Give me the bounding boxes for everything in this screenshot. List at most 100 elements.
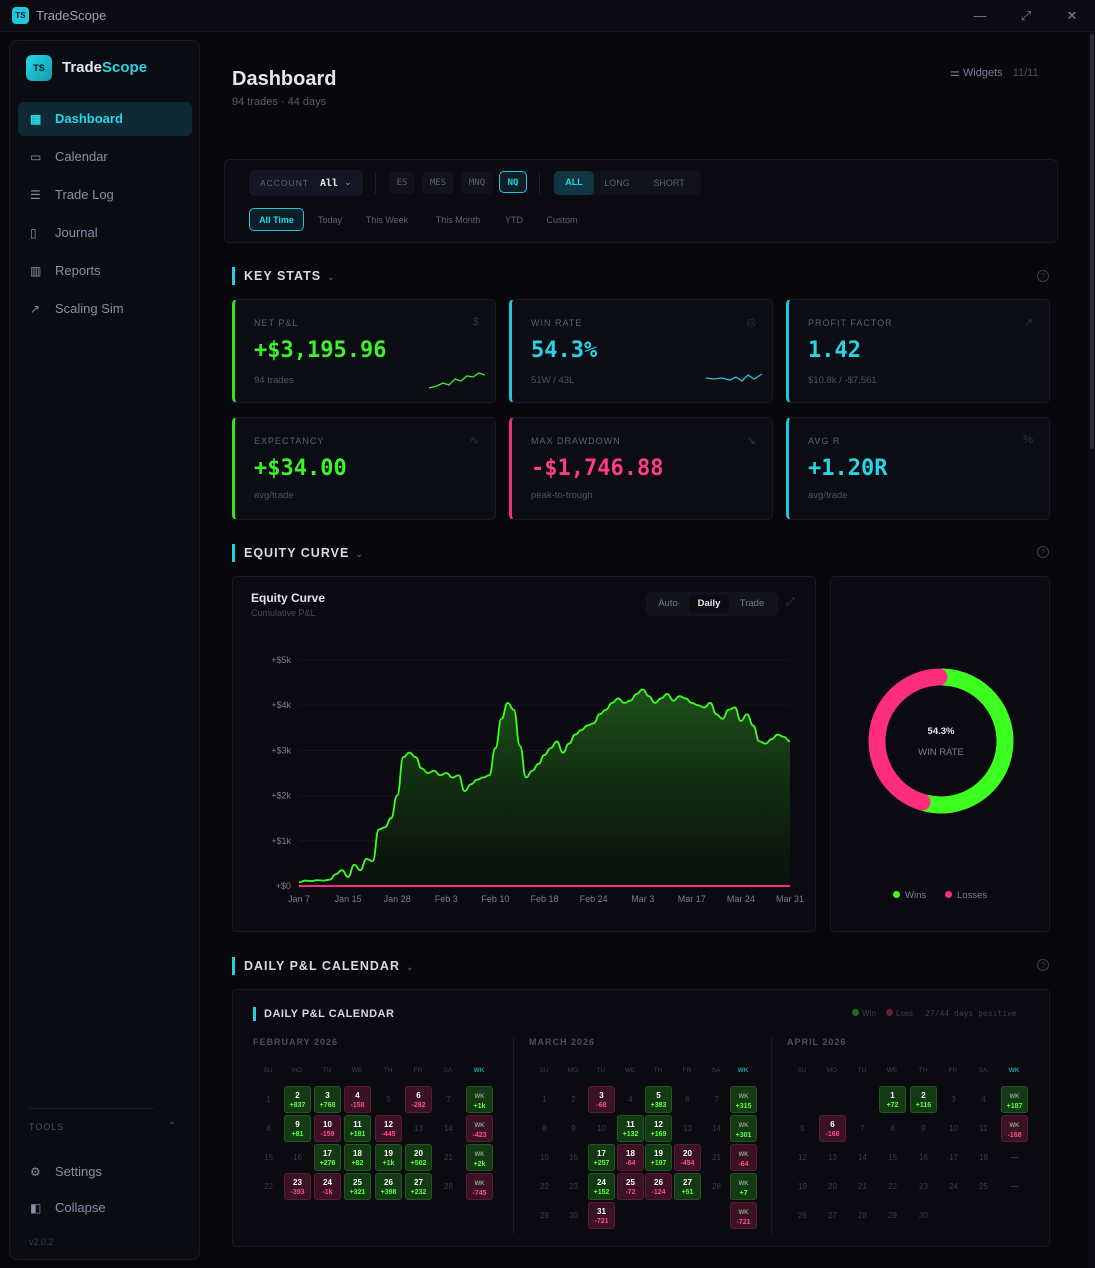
calendar-day[interactable]: 16 xyxy=(293,1153,302,1162)
calendar-day[interactable]: 10 xyxy=(949,1124,958,1133)
calendar-day[interactable]: 7 xyxy=(714,1095,719,1104)
calendar-day[interactable]: 6 xyxy=(685,1095,690,1104)
calendar-day[interactable]: 25 xyxy=(979,1182,988,1191)
calendar-day[interactable]: 14 xyxy=(712,1124,721,1133)
calendar-day[interactable]: 24 +152 xyxy=(588,1173,615,1200)
calendar-day[interactable]: 17 +257 xyxy=(588,1144,615,1171)
calendar-day[interactable]: 13 xyxy=(683,1124,692,1133)
calendar-day[interactable]: 26 +398 xyxy=(375,1173,402,1200)
calendar-day[interactable]: 10 xyxy=(597,1124,606,1133)
calendar-day[interactable]: 1 xyxy=(266,1095,271,1104)
calendar-day[interactable]: 30 xyxy=(919,1211,928,1220)
calendar-day[interactable]: 28 xyxy=(444,1182,453,1191)
calendar-day[interactable]: 4 xyxy=(981,1095,986,1104)
calendar-day[interactable]: 17 xyxy=(949,1153,958,1162)
calendar-day[interactable]: 31 -721 xyxy=(588,1202,615,1229)
calendar-day[interactable]: 12 +169 xyxy=(645,1115,672,1142)
calendar-day[interactable]: 28 xyxy=(858,1211,867,1220)
calendar-day[interactable]: 8 xyxy=(890,1124,895,1133)
calendar-day[interactable]: 30 xyxy=(569,1211,578,1220)
calendar-day[interactable]: 9 xyxy=(921,1124,926,1133)
calendar-day[interactable]: 3 xyxy=(951,1095,956,1104)
calendar-day[interactable]: 11 +181 xyxy=(344,1115,371,1142)
calendar-day[interactable]: 22 xyxy=(540,1182,549,1191)
range-ytd[interactable]: YTD xyxy=(505,215,523,225)
equity-curve-heading[interactable]: EQUITY CURVE ⌄ xyxy=(232,544,364,562)
calendar-day[interactable]: 1 xyxy=(542,1095,547,1104)
scrollbar-track[interactable] xyxy=(1088,32,1095,1268)
calendar-day[interactable]: 13 xyxy=(828,1153,837,1162)
widgets-button[interactable]: ⚌ Widgets 11/11 xyxy=(950,67,1039,79)
calendar-day[interactable]: 21 xyxy=(712,1153,721,1162)
calendar-day[interactable]: 14 xyxy=(858,1153,867,1162)
collapse-button[interactable]: ◧ Collapse xyxy=(30,1200,106,1215)
help-icon[interactable]: ? xyxy=(1037,546,1049,558)
calendar-day[interactable]: 19 +1k xyxy=(375,1144,402,1171)
calendar-day[interactable]: 27 +232 xyxy=(405,1173,432,1200)
calendar-day[interactable]: 26 xyxy=(798,1211,807,1220)
calendar-day[interactable]: 15 xyxy=(264,1153,273,1162)
range-today[interactable]: Today xyxy=(317,215,343,225)
range-this-week[interactable]: This Week xyxy=(365,215,409,225)
settings-button[interactable]: ⚙ Settings xyxy=(30,1164,102,1179)
calendar-day[interactable]: 20 -454 xyxy=(674,1144,701,1171)
calendar-day[interactable]: 11 xyxy=(979,1124,988,1133)
calendar-day[interactable]: 8 xyxy=(266,1124,271,1133)
calendar-day[interactable]: 15 xyxy=(888,1153,897,1162)
calendar-day[interactable]: 12 -445 xyxy=(375,1115,402,1142)
calendar-day[interactable]: 12 xyxy=(798,1153,807,1162)
calendar-day[interactable]: 16 xyxy=(569,1153,578,1162)
calendar-day[interactable]: 2 xyxy=(571,1095,576,1104)
expand-icon[interactable]: ⤢ xyxy=(786,596,795,608)
mode-trade[interactable]: Trade xyxy=(739,598,765,609)
mode-daily[interactable]: Daily xyxy=(689,595,729,613)
calendar-day[interactable]: 11 +132 xyxy=(617,1115,644,1142)
calendar-day[interactable]: 19 +197 xyxy=(645,1144,672,1171)
account-select[interactable]: ACCOUNT All ⌄ xyxy=(249,170,363,196)
calendar-day[interactable]: 22 xyxy=(888,1182,897,1191)
sidebar-item-dashboard[interactable]: ▦ Dashboard xyxy=(18,102,192,136)
key-stats-heading[interactable]: KEY STATS ⌄ xyxy=(232,267,336,285)
calendar-day[interactable]: 25 +321 xyxy=(344,1173,371,1200)
calendar-day[interactable]: 29 xyxy=(540,1211,549,1220)
calendar-day[interactable]: 7 xyxy=(860,1124,865,1133)
calendar-day[interactable]: 7 xyxy=(446,1095,451,1104)
calendar-day[interactable]: 3 +768 xyxy=(314,1086,341,1113)
calendar-day[interactable]: 2 +837 xyxy=(284,1086,311,1113)
sidebar-item-calendar[interactable]: ▭ Calendar xyxy=(30,149,108,164)
calendar-day[interactable]: 20 +502 xyxy=(405,1144,432,1171)
calendar-day[interactable]: 4 xyxy=(628,1095,633,1104)
minimize-icon[interactable]: — xyxy=(973,8,987,23)
calendar-day[interactable]: 9 xyxy=(571,1124,576,1133)
calendar-day[interactable]: 5 xyxy=(386,1095,391,1104)
calendar-day[interactable]: 29 xyxy=(888,1211,897,1220)
calendar-day[interactable]: 5 +383 xyxy=(645,1086,672,1113)
symbol-nq[interactable]: NQ xyxy=(499,171,527,193)
calendar-day[interactable]: 21 xyxy=(858,1182,867,1191)
calendar-day[interactable]: 8 xyxy=(542,1124,547,1133)
calendar-day[interactable]: 20 xyxy=(828,1182,837,1191)
calendar-day[interactable]: 28 xyxy=(712,1182,721,1191)
calendar-heading[interactable]: DAILY P&L CALENDAR ⌄ xyxy=(232,957,415,975)
close-icon[interactable]: ✕ xyxy=(1066,8,1078,23)
calendar-day[interactable]: 23 -393 xyxy=(284,1173,311,1200)
calendar-day[interactable]: 9 +81 xyxy=(284,1115,311,1142)
maximize-icon[interactable]: ⤢ xyxy=(1020,8,1032,23)
side-all[interactable]: ALL xyxy=(554,171,594,195)
calendar-day[interactable]: 21 xyxy=(444,1153,453,1162)
calendar-day[interactable]: 10 -159 xyxy=(314,1115,341,1142)
calendar-day[interactable]: 23 xyxy=(919,1182,928,1191)
calendar-day[interactable]: 13 xyxy=(414,1124,423,1133)
scrollbar-thumb[interactable] xyxy=(1090,34,1094,449)
calendar-day[interactable]: 18 +82 xyxy=(344,1144,371,1171)
calendar-day[interactable]: 17 +276 xyxy=(314,1144,341,1171)
calendar-day[interactable]: 25 -72 xyxy=(617,1173,644,1200)
range-all-time[interactable]: All Time xyxy=(249,208,304,231)
symbol-es[interactable]: ES xyxy=(389,172,415,194)
calendar-day[interactable]: 27 +51 xyxy=(674,1173,701,1200)
calendar-day[interactable]: 27 xyxy=(828,1211,837,1220)
sidebar-item-reports[interactable]: ▥ Reports xyxy=(30,263,101,278)
mode-auto[interactable]: Auto xyxy=(658,598,678,609)
calendar-day[interactable]: 16 xyxy=(919,1153,928,1162)
calendar-day[interactable]: 18 -64 xyxy=(617,1144,644,1171)
